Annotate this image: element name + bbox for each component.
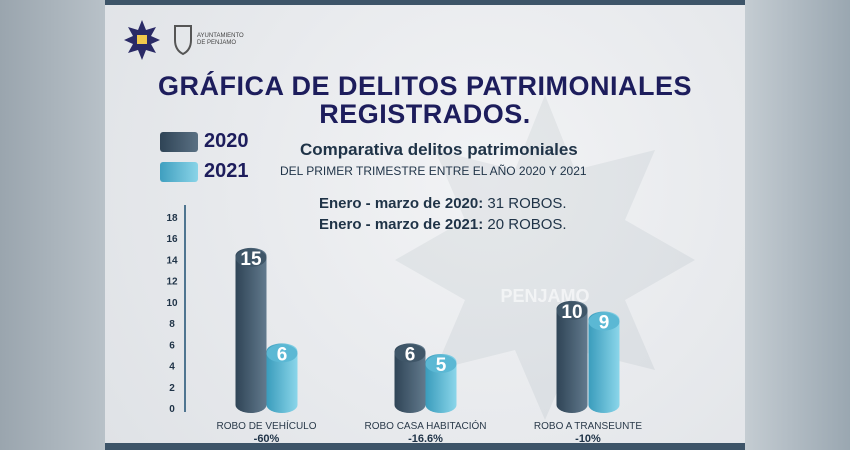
chart-svg: PENJAMO AYUNTAMIENTO DE PENJAMO 0 2 4 6 8 10 12… [124, 20, 695, 445]
y-tick-label: 8 [169, 319, 175, 330]
bottom-bar [105, 443, 745, 450]
bar-2021-1: 5 [425, 353, 457, 413]
y-tick-label: 10 [166, 298, 178, 309]
category-change-label: -60% [254, 433, 280, 445]
ayuntamiento-shield-icon [174, 25, 192, 56]
page-title: GRÁFICA DE DELITOS PATRIMONIALES REGISTRA… [157, 71, 692, 129]
y-tick-label: 0 [169, 404, 175, 415]
bar-2021-2: 9 [588, 311, 620, 413]
bar-data-label: 15 [240, 249, 262, 270]
blurred-background-left [0, 0, 105, 450]
summary-2020: Enero - marzo de 2020: 31 ROBOS. [319, 195, 567, 212]
blurred-background-right [745, 0, 850, 450]
ayuntamiento-logo-text: AYUNTAMIENTO DE PENJAMO [197, 33, 244, 46]
watermark-star-icon [395, 95, 695, 420]
y-tick-label: 16 [166, 234, 178, 245]
bar-2020-0: 15 [235, 247, 267, 413]
bar-2020-2: 10 [556, 300, 588, 413]
legend-swatch-2021 [160, 161, 198, 182]
category-label: ROBO A TRANSEUNTE [534, 421, 643, 432]
summary-2021: Enero - marzo de 2021: 20 ROBOS. [319, 216, 567, 233]
top-bar [105, 0, 745, 5]
y-tick-label: 14 [166, 255, 178, 266]
y-tick-label: 6 [169, 340, 175, 351]
legend-2020: 2020 [160, 130, 249, 153]
chart-subtitle-period: DEL PRIMER TRIMESTRE ENTRE EL AÑO 2020 Y… [280, 164, 587, 178]
bar-data-label: 10 [561, 302, 582, 323]
y-tick-label: 2 [169, 383, 175, 394]
infographic-card: PENJAMO AYUNTAMIENTO DE PENJAMO 0 2 4 6 8 10 12… [105, 0, 745, 450]
bar-2020-1: 6 [394, 343, 426, 413]
bar-data-label: 6 [405, 344, 416, 365]
watermark-text: PENJAMO [500, 286, 589, 306]
category-change-label: -16.6% [408, 433, 443, 445]
chart-subtitle: Comparativa delitos patrimoniales [300, 140, 578, 159]
bar-data-label: 5 [436, 355, 447, 376]
bar-2021-0: 6 [266, 343, 298, 413]
legend-swatch-2020 [160, 131, 198, 152]
bar-data-label: 6 [277, 344, 288, 365]
y-tick-label: 4 [169, 362, 175, 373]
y-tick-label: 12 [166, 277, 178, 288]
category-label: ROBO DE VEHÍCULO [216, 419, 316, 432]
category-label: ROBO CASA HABITACIÓN [364, 419, 486, 432]
legend-2021: 2021 [160, 160, 249, 183]
y-tick-label: 18 [166, 213, 178, 224]
bar-data-label: 9 [599, 313, 610, 334]
police-star-logo-icon [124, 20, 160, 60]
category-change-label: -10% [575, 433, 601, 445]
